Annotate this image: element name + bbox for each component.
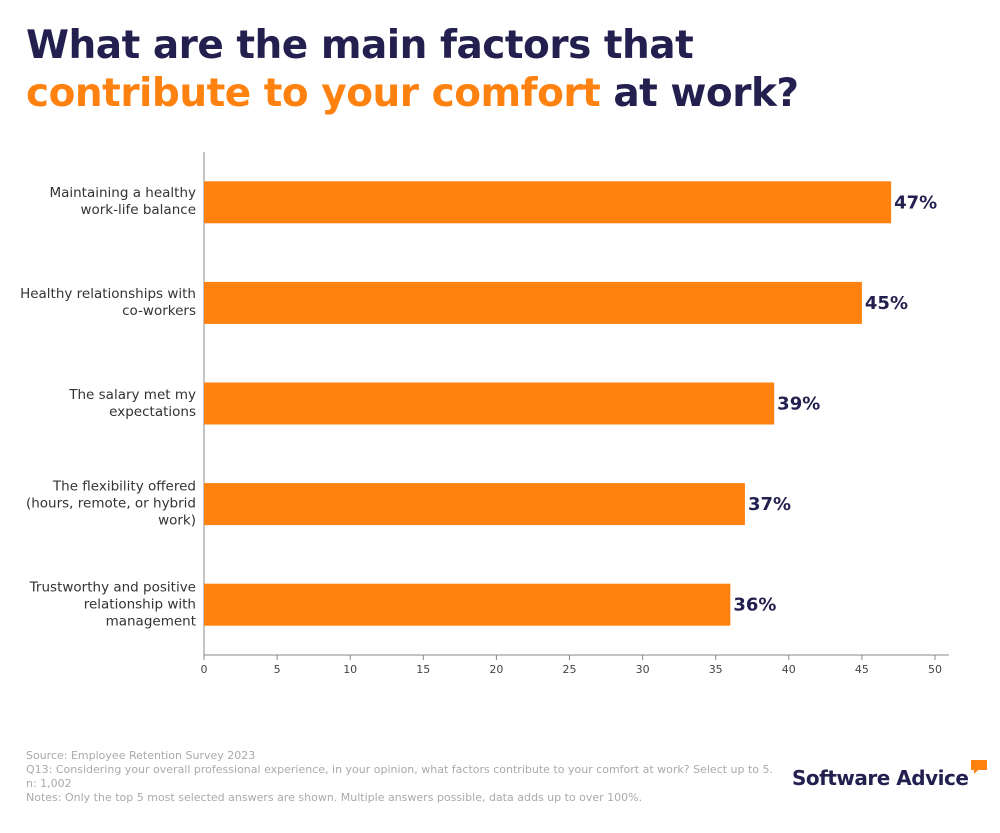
category-label: The flexibility offered (hours, remote, … <box>25 478 196 529</box>
category-label: Maintaining a healthy work-life balance <box>49 185 196 219</box>
value-label: 36% <box>733 595 776 616</box>
note: n: 1,002 <box>26 777 72 790</box>
value-label: 37% <box>748 494 791 515</box>
value-label: 45% <box>865 293 908 314</box>
x-tick-label: 40 <box>782 663 796 676</box>
note: Notes: Only the top 5 most selected answ… <box>26 791 643 804</box>
title-part: at work? <box>600 71 799 116</box>
bar <box>204 382 775 425</box>
x-tick-label: 45 <box>855 663 869 676</box>
value-label: 47% <box>894 192 937 213</box>
chart-title: What are the main factors that contribut… <box>26 22 926 118</box>
x-tick-label: 25 <box>563 663 577 676</box>
logo: Software Advice <box>792 760 988 790</box>
x-tick-label: 30 <box>636 663 650 676</box>
title-highlight: contribute to your comfort <box>26 71 601 116</box>
note: Source: Employee Retention Survey 2023 <box>26 749 256 762</box>
x-tick-label: 0 <box>201 663 208 676</box>
bar <box>204 281 862 324</box>
bar <box>204 583 731 626</box>
category-label: The salary met my expectations <box>69 386 196 420</box>
x-tick-label: 20 <box>489 663 503 676</box>
x-tick-label: 35 <box>709 663 723 676</box>
category-label: Trustworthy and positive relationship wi… <box>29 579 196 630</box>
bar <box>204 181 892 224</box>
x-tick-label: 50 <box>928 663 942 676</box>
x-tick-label: 15 <box>416 663 430 676</box>
category-label: Healthy relationships with co-workers <box>20 285 196 319</box>
note: Q13: Considering your overall profession… <box>26 763 774 776</box>
logo-text: Software Advice <box>792 766 969 790</box>
x-tick-label: 10 <box>343 663 357 676</box>
value-label: 39% <box>777 394 820 415</box>
x-tick-label: 5 <box>274 663 281 676</box>
title-part: What are the main factors that <box>26 23 694 68</box>
notes: Source: Employee Retention Survey 2023 Q1… <box>26 749 773 805</box>
logo-icon <box>971 760 988 774</box>
bar <box>204 483 745 526</box>
